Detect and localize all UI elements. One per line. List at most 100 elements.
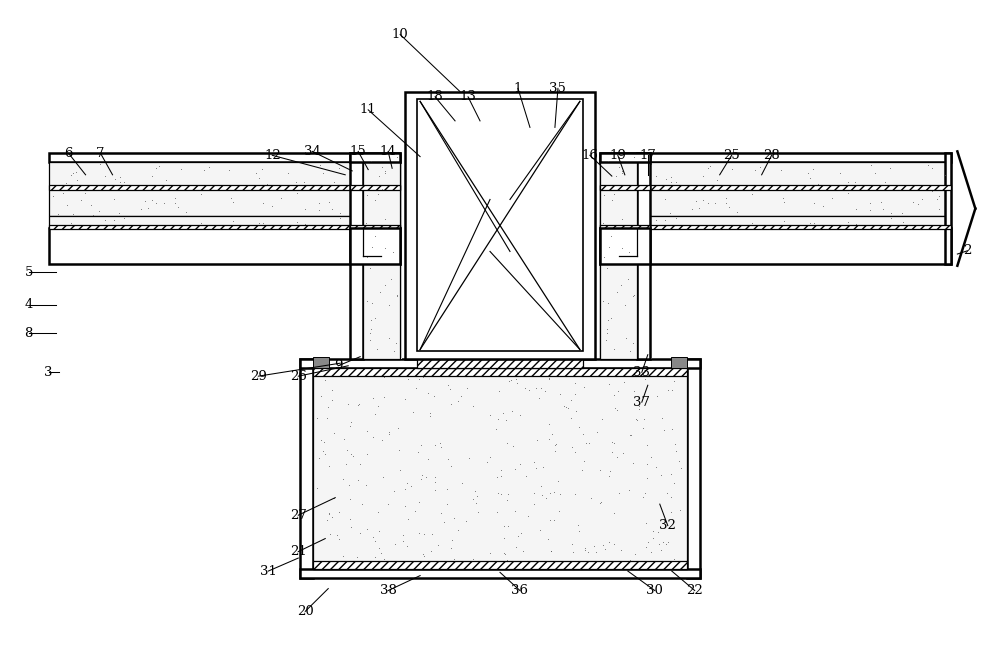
Point (462, 367, 478, 378)
Point (616, 367, 632, 377)
Text: 21: 21 (290, 545, 307, 558)
Point (427, 560, 443, 570)
Point (411, 528, 427, 538)
Point (567, 447, 583, 457)
Point (133, 204, 149, 214)
Point (914, 194, 930, 204)
Point (392, 465, 408, 475)
Point (385, 247, 401, 257)
Point (747, 165, 763, 176)
Point (782, 184, 798, 195)
Point (225, 215, 241, 226)
Point (403, 364, 419, 374)
Point (840, 187, 856, 198)
Point (427, 477, 443, 487)
Point (476, 559, 492, 570)
Point (376, 392, 392, 402)
Point (847, 182, 863, 193)
Point (178, 207, 194, 217)
Point (367, 195, 383, 206)
Point (273, 192, 289, 202)
Point (251, 173, 267, 183)
Point (389, 370, 405, 380)
Point (663, 506, 679, 517)
Point (614, 214, 630, 224)
Point (567, 490, 583, 500)
Point (322, 529, 338, 539)
Point (547, 445, 563, 456)
Point (359, 189, 375, 200)
Point (499, 555, 515, 565)
Point (565, 546, 581, 557)
Point (744, 189, 760, 199)
Point (367, 536, 383, 546)
Point (578, 438, 594, 449)
Point (601, 242, 617, 252)
Point (377, 168, 393, 178)
Bar (600, 225, 951, 229)
Point (634, 200, 650, 210)
Text: 11: 11 (360, 104, 377, 117)
Point (388, 338, 404, 348)
Point (321, 197, 337, 208)
Point (370, 188, 386, 199)
Point (374, 161, 390, 172)
Point (707, 184, 723, 194)
Text: 35: 35 (549, 82, 566, 95)
Point (594, 413, 610, 424)
Point (599, 328, 615, 339)
Point (563, 395, 579, 406)
Point (495, 408, 511, 419)
Point (604, 195, 620, 206)
Point (386, 346, 402, 356)
Point (873, 197, 889, 208)
Point (397, 394, 413, 404)
Point (324, 204, 340, 215)
Point (613, 544, 629, 555)
Point (560, 403, 576, 413)
Point (657, 193, 673, 204)
Point (440, 559, 456, 569)
Point (528, 463, 544, 473)
Point (369, 160, 385, 171)
Point (106, 219, 122, 230)
Text: 25: 25 (723, 149, 740, 162)
Point (63, 217, 79, 228)
Point (832, 167, 848, 178)
Point (802, 184, 818, 195)
Point (407, 506, 423, 517)
Point (365, 533, 381, 543)
Point (321, 461, 337, 471)
Point (479, 457, 495, 467)
Bar (405, 92, 595, 359)
Point (106, 214, 122, 225)
Point (433, 442, 449, 452)
Point (386, 346, 402, 356)
Text: 6: 6 (64, 147, 73, 160)
Point (535, 462, 551, 472)
Point (386, 486, 402, 496)
Point (667, 439, 683, 449)
Point (377, 168, 393, 178)
Point (773, 165, 789, 175)
Bar (687, 359, 700, 577)
Point (156, 198, 172, 208)
Point (378, 193, 394, 204)
Point (660, 537, 676, 547)
Point (805, 163, 821, 174)
Point (606, 344, 622, 354)
Point (526, 488, 542, 498)
Point (643, 159, 659, 169)
Point (97, 171, 113, 181)
Point (695, 171, 711, 181)
Point (625, 195, 641, 206)
Point (97, 215, 113, 225)
Text: 8: 8 (24, 327, 33, 340)
Point (729, 207, 745, 217)
Point (648, 215, 664, 225)
Point (615, 448, 631, 458)
Point (533, 383, 549, 393)
Point (601, 378, 617, 389)
Point (658, 539, 674, 549)
Point (371, 171, 387, 181)
